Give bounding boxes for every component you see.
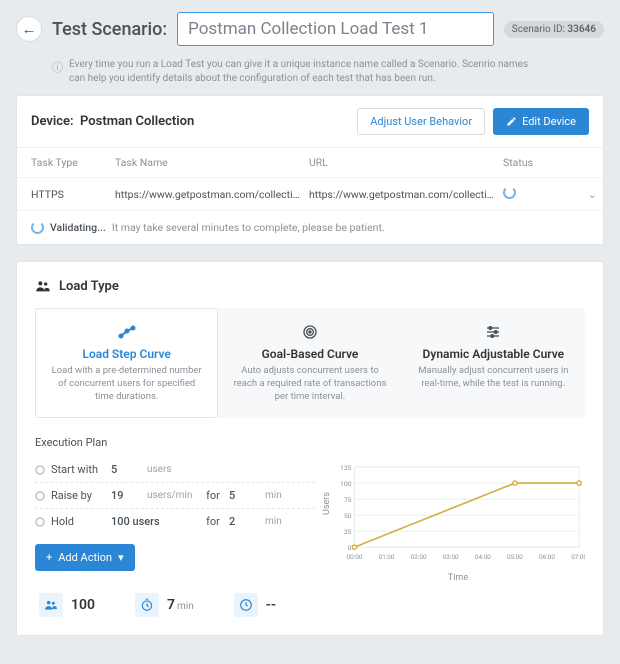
- target-icon: [231, 323, 388, 341]
- load-chart: 0 25 50 75 100 125 00:00 01:00 02:00 03:00 04:00 05…: [331, 457, 585, 567]
- plan-hold-row: Hold 100 users for 2 min: [35, 508, 315, 534]
- hold-value[interactable]: 100 users: [111, 515, 171, 528]
- stat-extra: --: [234, 593, 276, 617]
- svg-text:100: 100: [340, 480, 352, 488]
- chart-y-label: Users: [322, 492, 332, 515]
- hint-text: Every time you run a Load Test you can g…: [69, 58, 529, 85]
- status-spinner-icon: [503, 186, 516, 199]
- stat-users: 100: [39, 593, 95, 617]
- svg-text:25: 25: [344, 529, 352, 537]
- svg-text:75: 75: [344, 496, 352, 504]
- back-button[interactable]: ←: [16, 16, 42, 42]
- chart-x-label: Time: [331, 573, 585, 583]
- users-stat-icon: [39, 593, 63, 617]
- validating-status: Validating... It may take several minute…: [17, 210, 603, 244]
- validating-spinner-icon: [31, 221, 44, 234]
- hold-min-value[interactable]: 2: [229, 515, 259, 528]
- sliders-icon: [415, 323, 572, 341]
- load-type-title: Load Type: [59, 279, 119, 294]
- load-type-card: Load Type Load Step Curve Load with a pr…: [16, 261, 604, 636]
- plan-dot-icon: [35, 465, 45, 475]
- svg-text:03:00: 03:00: [443, 553, 459, 561]
- clock-icon: [234, 593, 258, 617]
- curve-dynamic[interactable]: Dynamic Adjustable Curve Manually adjust…: [402, 308, 585, 418]
- chevron-down-icon: ▾: [118, 551, 124, 564]
- plan-raise-row: Raise by 19 users/min for 5 min: [35, 482, 315, 508]
- curve-load-step[interactable]: Load Step Curve Load with a pre-determin…: [35, 308, 218, 418]
- svg-text:02:00: 02:00: [411, 553, 427, 561]
- scenario-name-input[interactable]: [177, 12, 494, 46]
- raise-min-value[interactable]: 5: [229, 489, 259, 502]
- execution-plan-label: Execution Plan: [35, 436, 585, 449]
- svg-text:07:00: 07:00: [571, 553, 585, 561]
- device-label: Device: Postman Collection: [31, 114, 194, 129]
- add-action-button[interactable]: + Add Action ▾: [35, 544, 135, 571]
- svg-text:125: 125: [340, 464, 352, 472]
- scenario-id-badge: Scenario ID: 33646: [504, 21, 604, 38]
- raise-value[interactable]: 19: [111, 489, 141, 502]
- adjust-user-behavior-button[interactable]: Adjust User Behavior: [357, 108, 485, 135]
- device-card: Device: Postman Collection Adjust User B…: [16, 95, 604, 245]
- expand-row-button[interactable]: ⌄: [567, 188, 597, 201]
- plan-start-row: Start with 5 users: [35, 457, 315, 482]
- plan-dot-icon: [35, 491, 45, 501]
- svg-text:50: 50: [344, 512, 352, 520]
- start-value[interactable]: 5: [111, 463, 141, 476]
- device-table-header: Task Type Task Name URL Status: [17, 148, 603, 178]
- stat-duration: 7min: [135, 593, 194, 617]
- page-title: Test Scenario:: [52, 19, 167, 40]
- stopwatch-icon: [135, 593, 159, 617]
- svg-text:0: 0: [348, 545, 352, 553]
- curve-goal-based[interactable]: Goal-Based Curve Auto adjusts concurrent…: [218, 308, 401, 418]
- svg-text:05:00: 05:00: [507, 553, 523, 561]
- svg-text:01:00: 01:00: [379, 553, 395, 561]
- step-curve-icon: [48, 323, 205, 341]
- users-icon: [35, 278, 51, 294]
- svg-text:00:00: 00:00: [347, 553, 363, 561]
- pencil-icon: [506, 116, 517, 127]
- svg-text:04:00: 04:00: [475, 553, 491, 561]
- svg-text:06:00: 06:00: [539, 553, 555, 561]
- plus-icon: +: [46, 551, 52, 564]
- info-icon: ⓘ: [52, 59, 63, 85]
- table-row: HTTPS https://www.getpostman.com/collect…: [17, 178, 603, 210]
- edit-device-button[interactable]: Edit Device: [493, 108, 589, 135]
- plan-dot-icon: [35, 517, 45, 527]
